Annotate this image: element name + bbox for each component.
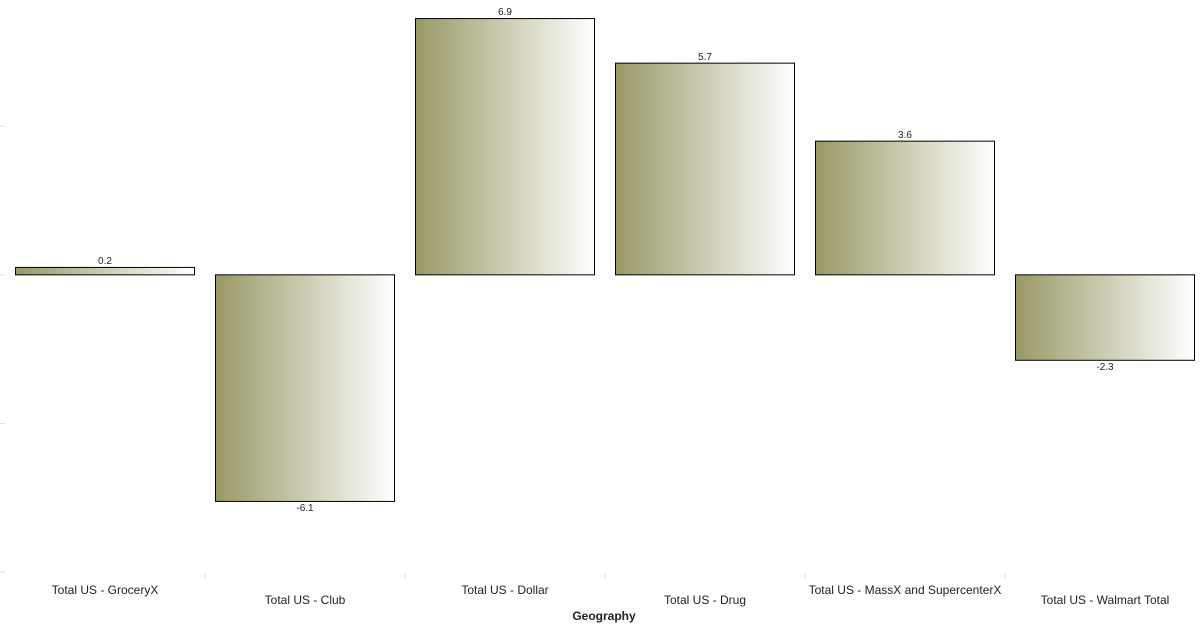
x-tick-label: Total US - Drug (664, 593, 746, 607)
value-label: 5.7 (698, 52, 712, 63)
value-label: 6.9 (498, 7, 512, 18)
x-tick-label: Total US - Club (265, 593, 346, 607)
value-label: -6.1 (296, 503, 314, 514)
bar (415, 18, 595, 276)
x-tick-label: Total US - MassX and SupercenterX (809, 583, 1002, 597)
bar (815, 140, 995, 276)
bar (1015, 274, 1195, 361)
x-axis-title: Geography (572, 609, 636, 623)
value-label: -2.3 (1096, 362, 1114, 373)
value-label: 3.6 (898, 130, 912, 141)
value-label: 0.2 (98, 256, 112, 267)
bar (215, 274, 395, 502)
x-tick-label: Total US - Dollar (461, 583, 548, 597)
x-tick-label: Total US - GroceryX (52, 583, 159, 597)
x-tick-label: Total US - Walmart Total (1041, 593, 1170, 607)
bar (15, 266, 195, 276)
bar (615, 62, 795, 276)
